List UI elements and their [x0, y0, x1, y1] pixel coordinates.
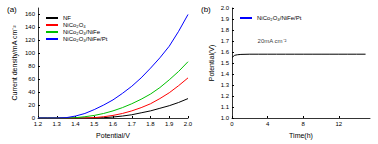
- svg-text:1.6: 1.6: [221, 49, 230, 55]
- svg-text:Potential(V): Potential(V): [208, 45, 216, 82]
- svg-text:1.9: 1.9: [221, 16, 230, 22]
- svg-text:2.0: 2.0: [184, 121, 193, 127]
- svg-text:Potential/V: Potential/V: [96, 132, 130, 139]
- svg-text:NiCo₂O₄/NiFe/Pt: NiCo₂O₄/NiFe/Pt: [63, 36, 108, 42]
- svg-text:NiCo₂O₄/NiFe/Pt: NiCo₂O₄/NiFe/Pt: [257, 15, 302, 21]
- svg-text:(a): (a): [7, 5, 17, 14]
- svg-text:80: 80: [28, 63, 35, 69]
- svg-text:20mA cm⁻²: 20mA cm⁻²: [258, 38, 287, 44]
- svg-text:1.3: 1.3: [53, 121, 62, 127]
- svg-text:1.7: 1.7: [128, 121, 137, 127]
- svg-text:1.4: 1.4: [221, 71, 230, 77]
- svg-text:1.5: 1.5: [90, 121, 99, 127]
- svg-text:(b): (b): [201, 5, 211, 14]
- svg-text:100: 100: [25, 50, 36, 56]
- svg-text:1.4: 1.4: [71, 121, 80, 127]
- svg-text:1.2: 1.2: [221, 93, 230, 99]
- svg-text:1.9: 1.9: [165, 121, 174, 127]
- svg-text:1.7: 1.7: [221, 38, 230, 44]
- svg-text:20: 20: [28, 102, 35, 108]
- svg-text:0: 0: [230, 121, 234, 127]
- svg-text:Time(h): Time(h): [289, 132, 313, 140]
- svg-text:140: 140: [25, 24, 36, 30]
- svg-text:NiCo₂O₄: NiCo₂O₄: [63, 22, 86, 28]
- svg-text:1.1: 1.1: [221, 104, 230, 110]
- svg-text:NiCo₂O₄/NiFe: NiCo₂O₄/NiFe: [63, 29, 101, 35]
- svg-text:12: 12: [335, 121, 342, 127]
- svg-text:40: 40: [28, 89, 35, 95]
- svg-text:60: 60: [28, 76, 35, 82]
- svg-text:1.5: 1.5: [221, 60, 230, 66]
- svg-text:0: 0: [31, 115, 35, 121]
- svg-text:4: 4: [266, 121, 270, 127]
- svg-text:1.6: 1.6: [109, 121, 118, 127]
- svg-text:8: 8: [302, 121, 306, 127]
- svg-text:NF: NF: [63, 15, 71, 21]
- svg-text:1.8: 1.8: [146, 121, 155, 127]
- svg-text:1.2: 1.2: [34, 121, 43, 127]
- svg-text:1.8: 1.8: [221, 27, 230, 33]
- svg-text:1.0: 1.0: [221, 115, 230, 121]
- svg-text:2.0: 2.0: [221, 5, 230, 11]
- svg-text:1.3: 1.3: [221, 82, 230, 88]
- svg-text:120: 120: [25, 37, 36, 43]
- svg-text:Current density/mA cm⁻²: Current density/mA cm⁻²: [11, 25, 19, 101]
- svg-text:160: 160: [25, 11, 36, 17]
